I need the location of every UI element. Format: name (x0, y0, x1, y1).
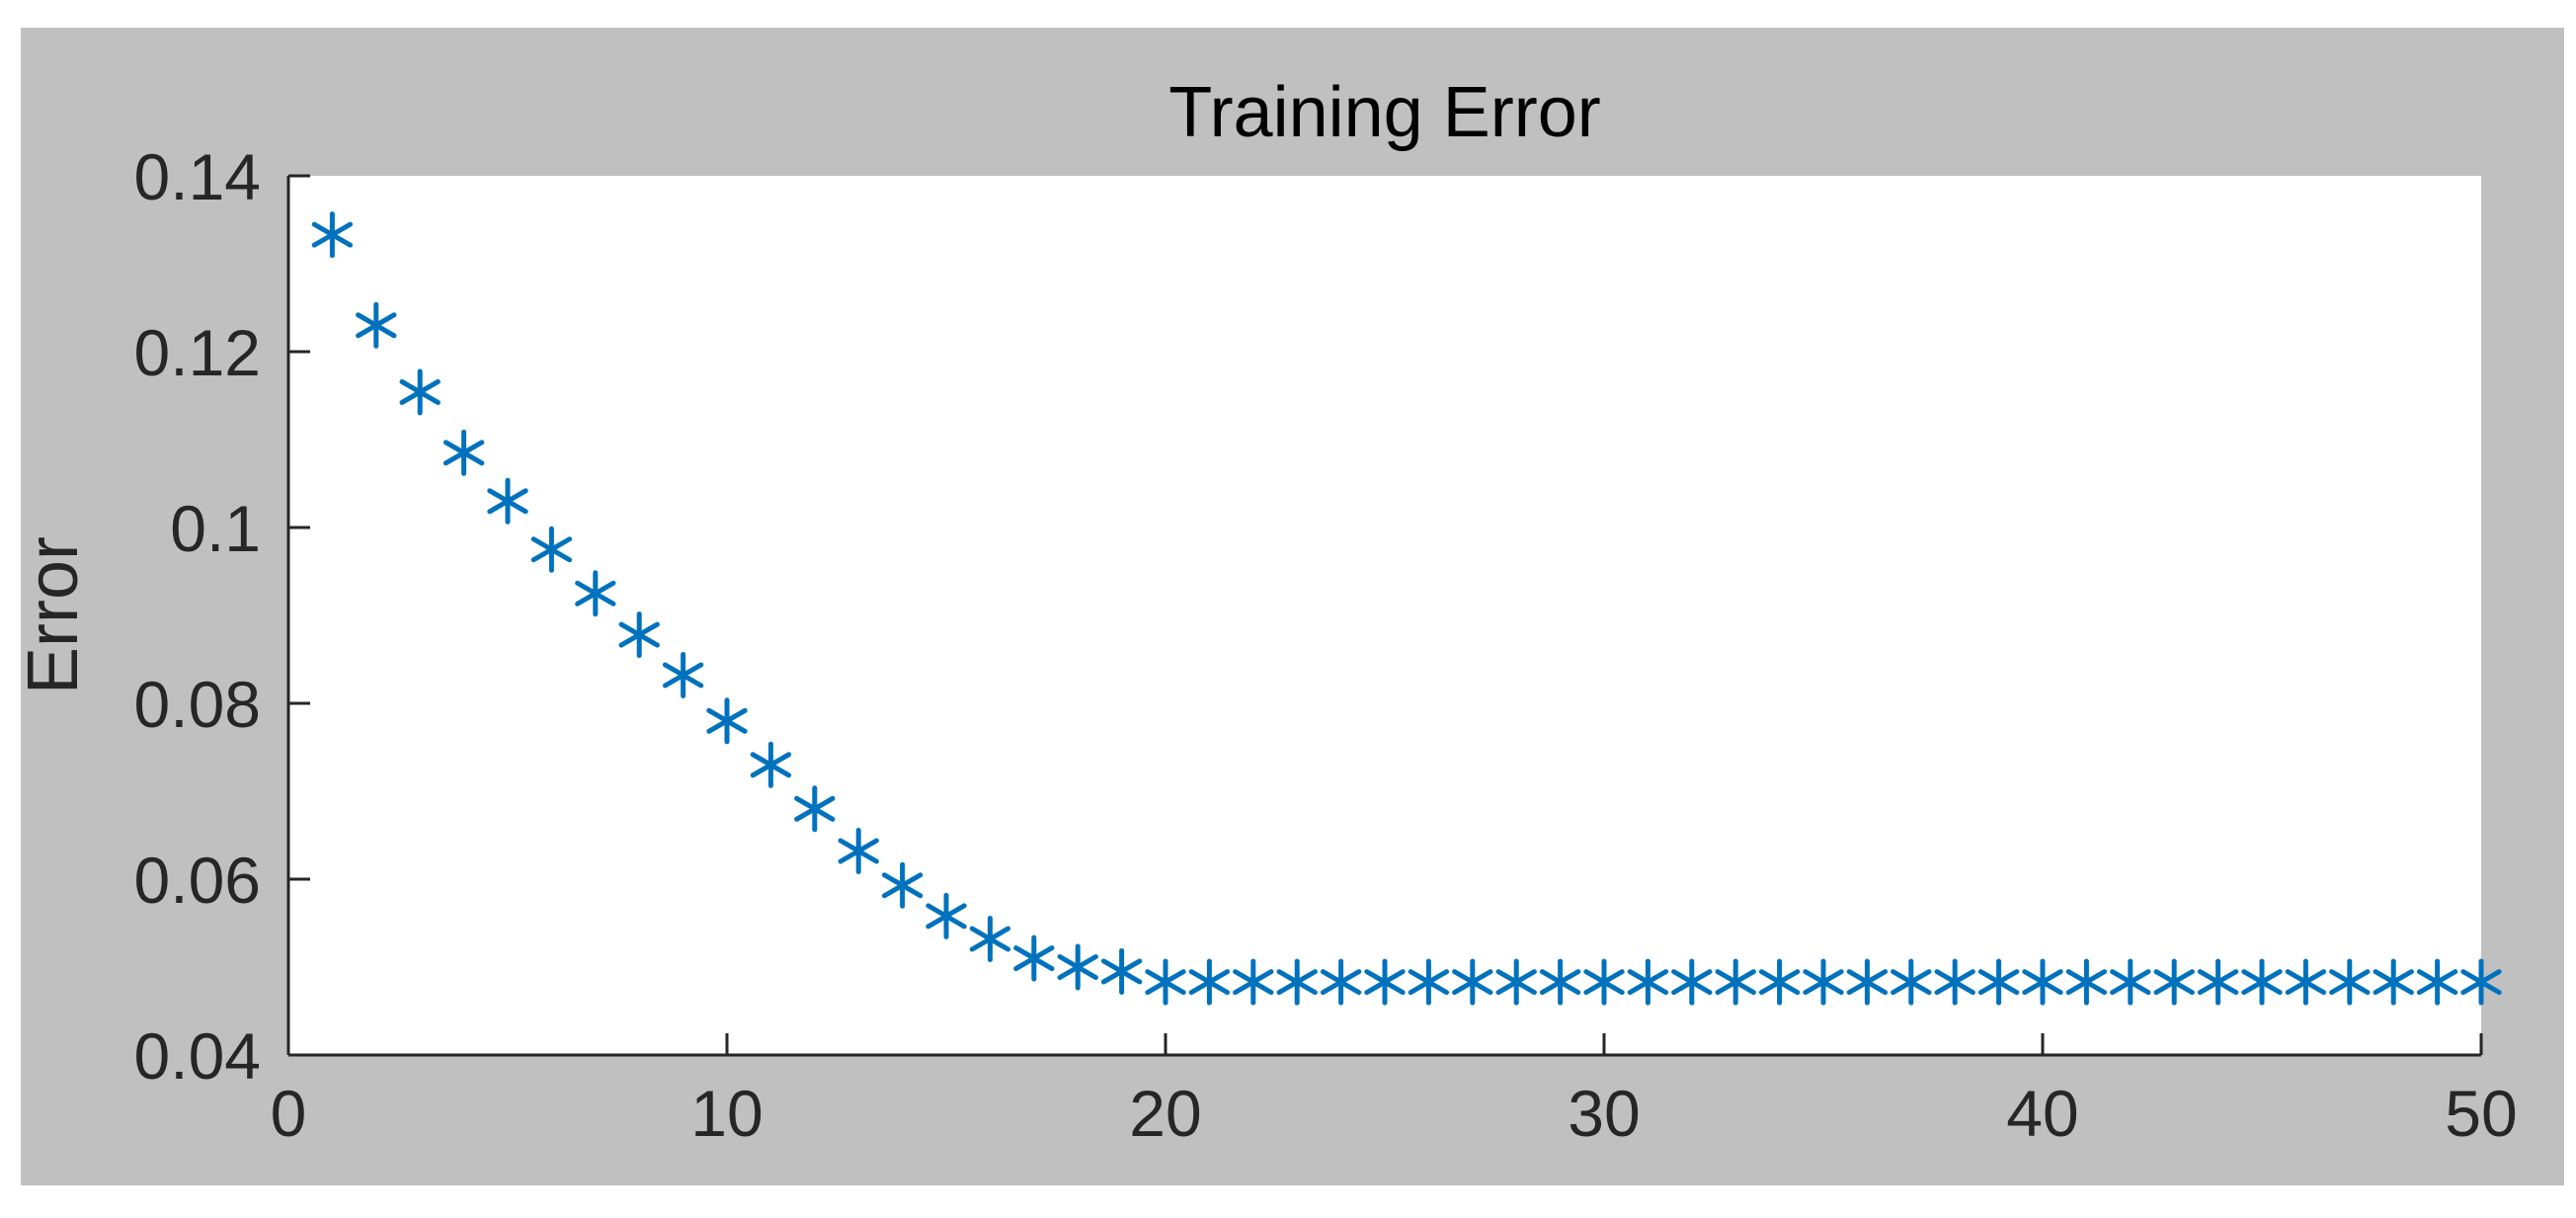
y-tick-label: 0.08 (134, 668, 261, 741)
data-point (2329, 958, 2371, 1006)
chart-title: Training Error (1168, 73, 1600, 152)
data-point (2153, 958, 2195, 1006)
data-point (2460, 958, 2502, 1006)
x-axis-ticks: 0 10 20 30 40 50 (271, 1033, 2518, 1150)
data-point (311, 211, 354, 259)
data-point (1188, 958, 1231, 1006)
axes-lines (286, 176, 2481, 1057)
data-point (969, 916, 1011, 963)
data-point (1803, 958, 1844, 1006)
data-point (356, 301, 397, 349)
data-point (2110, 958, 2151, 1006)
y-tick-label: 0.12 (134, 316, 261, 389)
data-point (443, 429, 485, 476)
data-point (1934, 958, 1975, 1006)
data-point (1977, 958, 2020, 1006)
data-point (794, 785, 836, 833)
y-tick-label: 0.1 (170, 492, 261, 565)
data-point (838, 828, 879, 875)
data-point (750, 741, 792, 788)
y-axis-ticks: 0.04 0.06 0.08 0.1 0.12 0.14 (134, 140, 310, 1093)
data-point (1452, 958, 1493, 1006)
data-point (1539, 958, 1581, 1006)
data-point (926, 892, 967, 939)
data-point (2416, 958, 2458, 1006)
data-point (530, 526, 573, 573)
data-point (2065, 958, 2108, 1006)
data-point (1233, 958, 1274, 1006)
data-point (1057, 943, 1098, 991)
data-point (1715, 958, 1756, 1006)
data-point (1276, 958, 1318, 1006)
data-point (1583, 958, 1625, 1006)
data-point (2197, 958, 2239, 1006)
data-point (1364, 958, 1406, 1006)
x-tick-label: 30 (1568, 1077, 1640, 1150)
data-point (2022, 958, 2063, 1006)
y-tick-label: 0.06 (134, 844, 261, 917)
x-tick-label: 40 (2006, 1077, 2078, 1150)
x-tick-label: 10 (690, 1077, 763, 1150)
data-point (2373, 958, 2414, 1006)
data-point (487, 477, 528, 525)
data-point (1100, 947, 1143, 995)
x-tick-label: 0 (271, 1077, 307, 1150)
y-axis-label: Error (14, 536, 93, 694)
data-point (1495, 958, 1537, 1006)
data-point (1891, 958, 1932, 1006)
data-point (881, 861, 924, 909)
data-point (662, 652, 704, 699)
data-markers (311, 211, 2502, 1006)
data-point (1846, 958, 1889, 1006)
data-point (1758, 958, 1801, 1006)
data-point (2285, 958, 2327, 1006)
data-point (1671, 958, 1713, 1006)
data-point (1320, 958, 1362, 1006)
data-point (706, 697, 748, 745)
x-tick-label: 20 (1129, 1077, 1201, 1150)
y-tick-label: 0.14 (134, 140, 261, 213)
data-point (1145, 958, 1186, 1006)
axes-background (288, 176, 2481, 1055)
y-tick-label: 0.04 (134, 1019, 261, 1093)
data-point (1627, 958, 1669, 1006)
data-point (1013, 934, 1055, 982)
data-point (575, 570, 616, 617)
data-point (399, 368, 441, 416)
data-point (618, 611, 660, 659)
x-tick-label: 50 (2445, 1077, 2517, 1150)
data-point (1408, 958, 1450, 1006)
data-point (2241, 958, 2283, 1006)
